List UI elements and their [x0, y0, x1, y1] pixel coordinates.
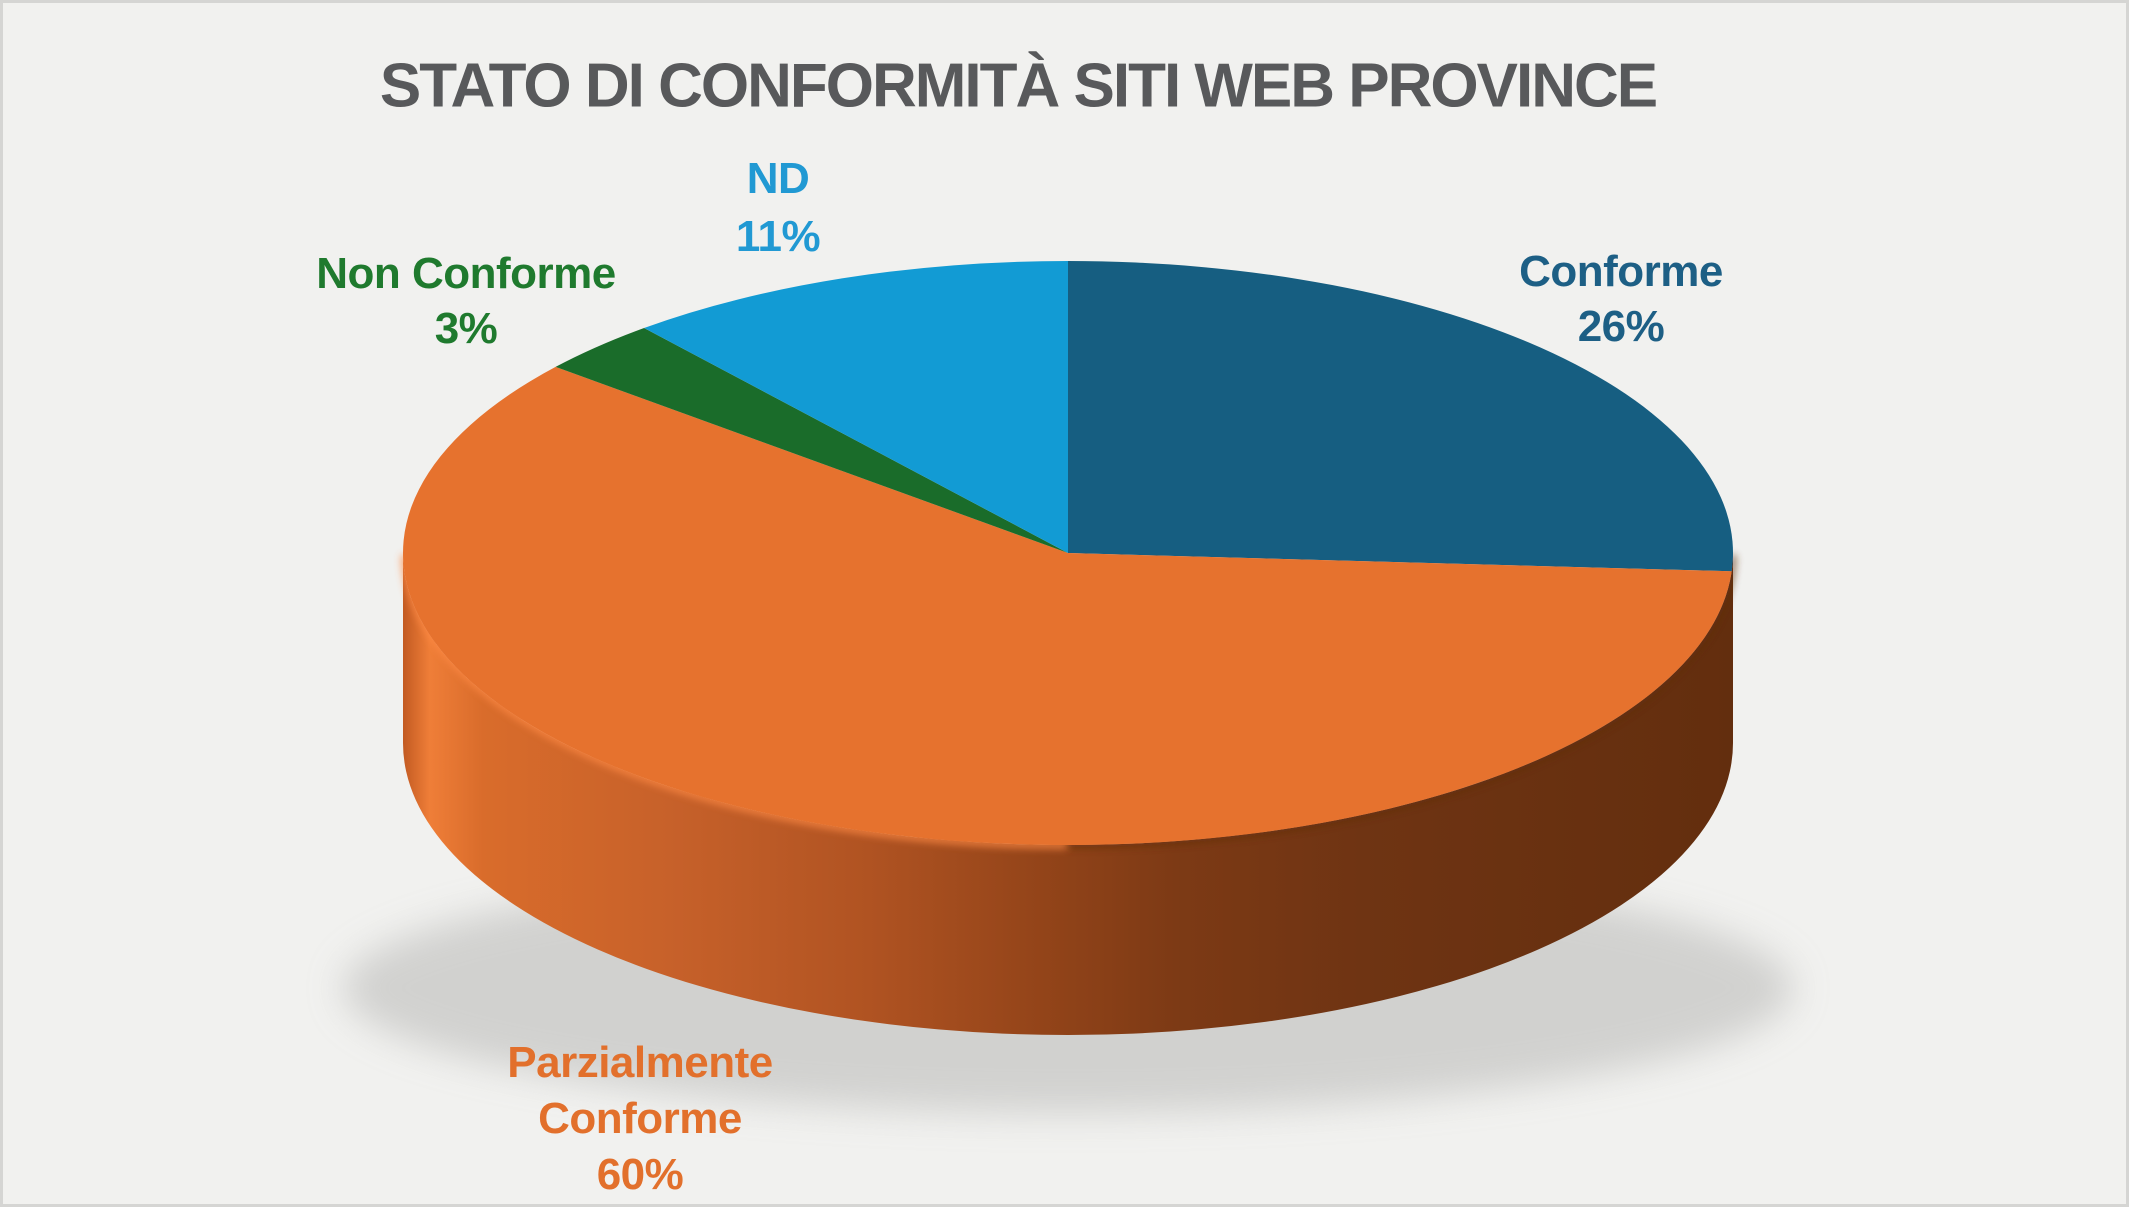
- label-non-conforme: Non Conforme 3%: [316, 246, 616, 356]
- label-parzialmente-conforme-name: Parzialmente Conforme: [507, 1038, 773, 1143]
- label-parzialmente-conforme-pct: 60%: [596, 1150, 684, 1199]
- pie-slice-conforme: [1068, 261, 1734, 572]
- label-nd-name: ND: [746, 154, 810, 203]
- pie-chart-3d: [343, 261, 1793, 1113]
- label-conforme-name: Conforme: [1519, 247, 1723, 296]
- label-conforme-pct: 26%: [1577, 302, 1665, 351]
- label-parzialmente-conforme: Parzialmente Conforme 60%: [470, 1035, 810, 1203]
- pie-slice-parzialmente-conforme: [403, 366, 1732, 846]
- pie-slice-nd: [644, 261, 1068, 553]
- label-nd-pct: 11%: [735, 212, 821, 261]
- pie-side-wall: [403, 553, 1733, 1035]
- label-nd: ND 11%: [735, 150, 821, 266]
- chart-title: STATO DI CONFORMITÀ SITI WEB PROVINCE: [379, 51, 1658, 121]
- label-non-conforme-pct: 3%: [434, 304, 498, 353]
- label-conforme: Conforme 26%: [1519, 244, 1723, 354]
- pie-slice-non-conforme: [555, 328, 1068, 553]
- label-non-conforme-name: Non Conforme: [316, 249, 616, 298]
